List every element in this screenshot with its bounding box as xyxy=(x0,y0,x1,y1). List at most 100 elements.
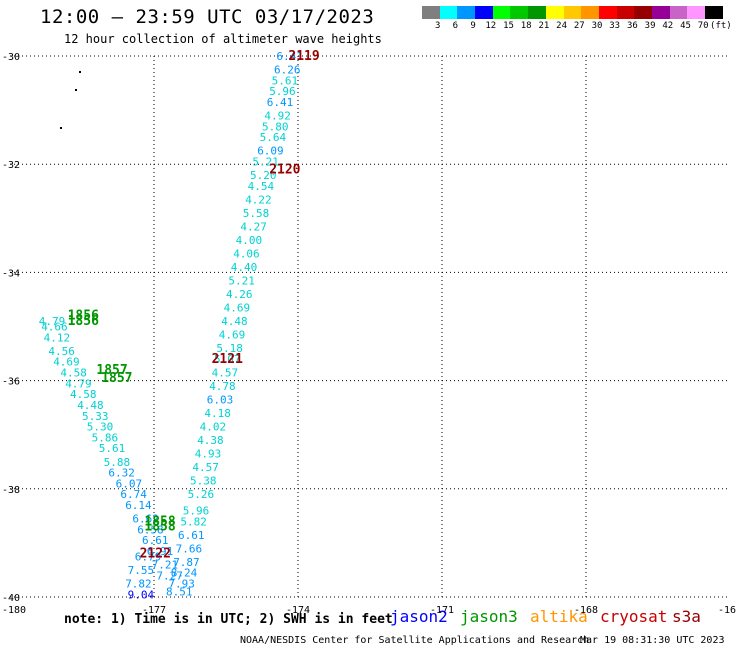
swh-value-label: 6.61 xyxy=(178,529,205,542)
time-label: 1858 xyxy=(144,520,175,535)
time-label: 1858 xyxy=(144,514,175,529)
swh-value-label: 7.27 xyxy=(156,569,183,582)
swh-value-label: 6.91 xyxy=(147,545,174,558)
colorbar-label: (ft) xyxy=(710,21,732,31)
legend-item-altika: altika xyxy=(530,607,588,626)
swh-value-label: 5.80 xyxy=(262,120,289,133)
swh-value-label: 5.07 xyxy=(214,353,241,366)
swh-value-label: 4.38 xyxy=(197,434,224,447)
swh-value-label: 5.21 xyxy=(252,155,279,168)
axis-ticks: -180 -177 -174 -171 -168 -16 -30 -32 -34 -36 -38 -4… xyxy=(2,52,736,616)
x-tick-label: -177 xyxy=(142,605,166,616)
swh-value-label: 7.82 xyxy=(125,577,152,590)
island-dot xyxy=(75,89,77,91)
swh-value-label: 5.64 xyxy=(260,131,287,144)
y-tick-label: -38 xyxy=(2,485,20,496)
swh-value-label: 5.96 xyxy=(183,504,210,517)
x-tick-label: -174 xyxy=(286,605,310,616)
colorbar-label: 36 xyxy=(626,21,638,31)
colorbar-label: 42 xyxy=(662,21,674,31)
island-dot xyxy=(60,127,62,129)
swh-value-label: 4.56 xyxy=(48,345,75,358)
swh-value-label: 5.88 xyxy=(104,456,131,469)
y-tick-label: -30 xyxy=(2,52,20,63)
swh-value-label: 5.61 xyxy=(99,442,126,455)
swh-value-label: 4.48 xyxy=(221,315,248,328)
time-label: 2122 xyxy=(140,547,171,562)
swh-value-label: 4.18 xyxy=(204,407,231,420)
swh-value-label: 7.66 xyxy=(176,542,203,555)
swh-value-label: 5.38 xyxy=(190,475,217,488)
colorbar xyxy=(422,6,723,19)
colorbar-label: 3 xyxy=(434,21,441,31)
swh-value-label: 8.51 xyxy=(166,586,193,599)
swh-value-label: 4.00 xyxy=(236,234,263,247)
swh-value-label: 4.69 xyxy=(224,302,251,315)
swh-value-label: 6.79 xyxy=(135,550,162,563)
colorbar-swatch xyxy=(563,6,582,19)
time-label: 2120 xyxy=(269,163,300,178)
colorbar-swatch xyxy=(528,6,546,19)
swh-value-label: 4.69 xyxy=(53,356,79,369)
legend-item-jason2: jason2 xyxy=(390,607,448,626)
swh-value-label: 6.74 xyxy=(120,488,147,501)
y-tick-label: -34 xyxy=(2,268,20,279)
swh-value-label: 4.69 xyxy=(219,329,246,342)
timestamp-text: Mar 19 08:31:30 UTC 2023 xyxy=(580,635,725,646)
colorbar-swatch xyxy=(598,6,617,19)
time-label: 2121 xyxy=(212,352,243,367)
swh-value-label: 8.24 xyxy=(171,567,198,580)
swh-value-label: 5.21 xyxy=(228,275,255,288)
colorbar-swatch xyxy=(669,6,688,19)
swh-value-label: 4.48 xyxy=(77,399,104,412)
swh-value-label: 4.93 xyxy=(195,448,222,461)
swh-value-label: 9.04 xyxy=(128,588,155,601)
island-dot xyxy=(79,71,81,73)
swh-value-label: 4.58 xyxy=(60,366,87,379)
swh-value-label: 4.27 xyxy=(240,220,267,233)
swh-value-label: 5.82 xyxy=(180,515,207,528)
swh-value-label: 5.33 xyxy=(82,410,109,423)
colorbar-swatch xyxy=(634,6,652,19)
y-tick-label: -40 xyxy=(2,593,20,604)
colorbar-swatch xyxy=(422,6,440,19)
grid-lines xyxy=(10,55,730,598)
x-tick-label: -171 xyxy=(430,605,454,616)
swh-value-label: 6.03 xyxy=(207,394,234,407)
swh-value-label: 4.57 xyxy=(212,366,239,379)
colorbar-label: 6 xyxy=(452,21,459,31)
swh-value-label: 5.58 xyxy=(243,207,269,220)
swh-points: 6.416.265.615.966.414.925.805.646.095.21… xyxy=(39,50,303,601)
colorbar-label: 70 xyxy=(697,21,709,31)
swh-value-label: 4.57 xyxy=(192,461,219,474)
x-tick-label: -168 xyxy=(574,605,598,616)
legend-item-jason3: jason3 xyxy=(460,607,518,626)
swh-value-label: 5.61 xyxy=(272,74,299,87)
colorbar-label: 30 xyxy=(591,21,603,31)
swh-value-label: 6.41 xyxy=(276,50,303,63)
colorbar-label: 18 xyxy=(520,21,532,31)
swh-value-label: 5.20 xyxy=(250,169,277,182)
colorbar-label: 33 xyxy=(609,21,621,31)
colorbar-swatch xyxy=(616,6,635,19)
colorbar-swatch xyxy=(475,6,493,19)
x-tick-label: -16 xyxy=(718,605,736,616)
colorbar-label: 9 xyxy=(470,21,476,31)
swh-value-label: 6.32 xyxy=(108,467,134,480)
colorbar-swatch xyxy=(439,6,458,19)
swh-value-label: 7.87 xyxy=(173,556,200,569)
land-dots xyxy=(60,71,81,129)
credit-text: NOAA/NESDIS Center for Satellite Applica… xyxy=(240,635,590,646)
colorbar-swatch xyxy=(581,6,599,19)
colorbar-swatch xyxy=(651,6,670,19)
time-label: 1857 xyxy=(96,363,127,378)
swh-value-label: 4.66 xyxy=(41,321,67,334)
colorbar-label: 27 xyxy=(573,21,585,31)
y-tick-label: -36 xyxy=(2,377,20,388)
swh-value-label: 6.41 xyxy=(267,96,294,109)
swh-value-label: 4.54 xyxy=(248,180,275,193)
colorbar-label: 24 xyxy=(556,21,568,31)
swh-value-label: 4.92 xyxy=(264,110,291,123)
x-tick-label: -180 xyxy=(2,605,26,616)
